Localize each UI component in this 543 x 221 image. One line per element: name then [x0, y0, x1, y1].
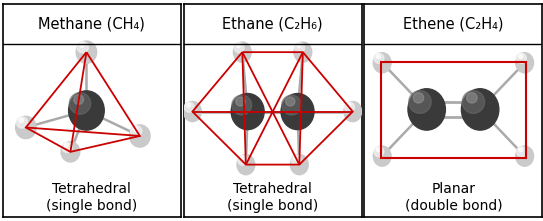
Ellipse shape [519, 148, 523, 152]
Ellipse shape [516, 53, 526, 63]
Text: Ethane (C₂H₆): Ethane (C₂H₆) [222, 16, 323, 31]
Ellipse shape [130, 125, 150, 147]
Ellipse shape [281, 93, 314, 130]
Text: Ethene (C₂H₄): Ethene (C₂H₄) [403, 16, 504, 31]
Ellipse shape [184, 101, 201, 122]
Ellipse shape [231, 93, 264, 130]
Ellipse shape [516, 146, 534, 166]
Ellipse shape [376, 54, 380, 58]
Ellipse shape [516, 147, 526, 157]
Text: Planar
(double bond): Planar (double bond) [405, 182, 502, 213]
Ellipse shape [347, 103, 351, 107]
Ellipse shape [240, 156, 244, 160]
Ellipse shape [16, 117, 28, 128]
Text: Tetrahedral
(single bond): Tetrahedral (single bond) [46, 182, 137, 213]
Ellipse shape [413, 93, 424, 103]
Ellipse shape [291, 154, 308, 175]
Ellipse shape [374, 147, 384, 157]
Ellipse shape [61, 142, 80, 162]
Ellipse shape [234, 43, 244, 53]
Ellipse shape [408, 89, 445, 130]
Ellipse shape [62, 142, 72, 152]
Ellipse shape [293, 156, 298, 160]
Ellipse shape [133, 127, 137, 131]
Ellipse shape [187, 103, 191, 107]
Ellipse shape [374, 53, 384, 63]
Ellipse shape [516, 53, 534, 73]
Ellipse shape [466, 93, 477, 103]
Ellipse shape [232, 95, 251, 115]
Ellipse shape [19, 118, 23, 123]
Ellipse shape [291, 155, 301, 165]
Ellipse shape [294, 42, 312, 62]
Ellipse shape [233, 42, 251, 62]
Ellipse shape [462, 89, 499, 130]
Ellipse shape [70, 93, 91, 114]
Ellipse shape [16, 116, 36, 139]
Text: Methane (CH₄): Methane (CH₄) [39, 16, 145, 31]
Ellipse shape [74, 95, 84, 104]
Bar [381, 62, 526, 158]
Ellipse shape [519, 54, 523, 58]
Ellipse shape [409, 91, 431, 113]
Ellipse shape [80, 43, 84, 47]
Ellipse shape [238, 155, 248, 165]
Ellipse shape [236, 97, 245, 106]
Ellipse shape [297, 44, 301, 48]
Ellipse shape [282, 95, 301, 115]
Ellipse shape [462, 91, 484, 113]
Ellipse shape [373, 53, 391, 73]
Ellipse shape [184, 102, 194, 112]
Ellipse shape [64, 143, 68, 147]
Ellipse shape [237, 154, 255, 175]
Ellipse shape [344, 101, 362, 122]
Ellipse shape [376, 148, 380, 152]
Ellipse shape [295, 43, 305, 53]
Ellipse shape [77, 42, 89, 53]
Ellipse shape [286, 97, 295, 106]
Ellipse shape [76, 41, 97, 63]
Ellipse shape [373, 146, 391, 166]
Ellipse shape [345, 102, 355, 112]
Ellipse shape [236, 44, 241, 48]
Ellipse shape [68, 91, 104, 130]
Text: Tetrahedral
(single bond): Tetrahedral (single bond) [227, 182, 318, 213]
Ellipse shape [130, 126, 142, 137]
